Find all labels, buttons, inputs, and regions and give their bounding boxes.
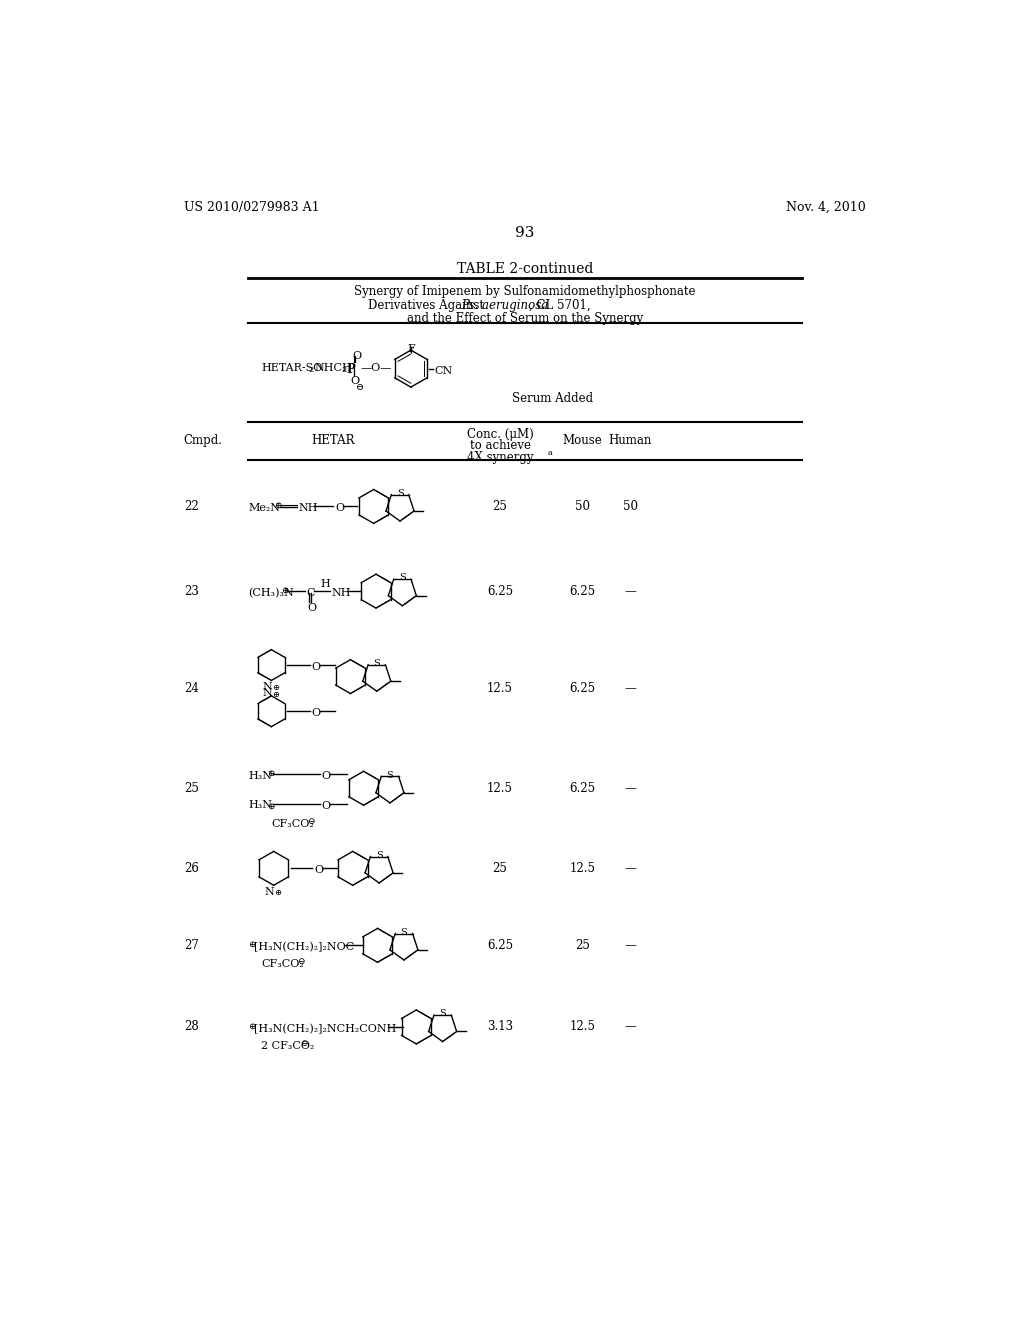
Text: 12.5: 12.5	[487, 681, 513, 694]
Text: Nov. 4, 2010: Nov. 4, 2010	[786, 201, 866, 214]
Text: 12.5: 12.5	[569, 1020, 595, 1034]
Text: HETAR: HETAR	[311, 434, 355, 447]
Text: —: —	[625, 781, 636, 795]
Text: Serum Added: Serum Added	[512, 392, 593, 405]
Text: Synergy of Imipenem by Sulfonamidomethylphosphonate: Synergy of Imipenem by Sulfonamidomethyl…	[354, 285, 695, 298]
Text: 6.25: 6.25	[569, 681, 595, 694]
Text: (CH₃)₃N: (CH₃)₃N	[248, 589, 294, 598]
Text: ⊕: ⊕	[281, 586, 288, 595]
Text: ⊕: ⊕	[266, 770, 274, 777]
Text: US 2010/0279983 A1: US 2010/0279983 A1	[183, 201, 319, 214]
Text: CF₃CO₂: CF₃CO₂	[261, 960, 304, 969]
Text: [H₃N(CH₂)₂]₂NOC: [H₃N(CH₂)₂]₂NOC	[254, 942, 354, 953]
Text: ⊕: ⊕	[273, 502, 282, 510]
Text: 6.25: 6.25	[569, 781, 595, 795]
Text: S: S	[396, 488, 403, 498]
Text: O: O	[350, 376, 359, 387]
Text: ⊖: ⊖	[307, 817, 314, 826]
Text: to achieve: to achieve	[469, 440, 530, 453]
Text: NH: NH	[331, 589, 350, 598]
Text: O: O	[314, 866, 324, 875]
Text: Cmpd.: Cmpd.	[183, 434, 223, 447]
Text: H: H	[321, 579, 330, 589]
Text: 6.25: 6.25	[487, 939, 513, 952]
Text: ⊕: ⊕	[274, 890, 282, 898]
Text: HETAR-SO: HETAR-SO	[261, 363, 323, 374]
Text: ⊖: ⊖	[297, 957, 304, 966]
Text: S: S	[374, 659, 380, 668]
Text: 25: 25	[183, 781, 199, 795]
Text: —: —	[625, 585, 636, 598]
Text: 50: 50	[574, 500, 590, 513]
Text: [H₃N(CH₂)₂]₂NCH₂CONH: [H₃N(CH₂)₂]₂NCH₂CONH	[254, 1024, 396, 1035]
Text: S: S	[439, 1010, 446, 1018]
Text: 23: 23	[183, 585, 199, 598]
Text: 25: 25	[493, 862, 508, 875]
Text: ⊕: ⊕	[248, 940, 256, 949]
Text: 6.25: 6.25	[569, 585, 595, 598]
Text: 50: 50	[623, 500, 638, 513]
Text: Ps. aeruginosa: Ps. aeruginosa	[461, 298, 549, 312]
Text: O: O	[335, 503, 344, 513]
Text: F: F	[407, 345, 415, 354]
Text: O: O	[352, 351, 361, 360]
Text: 27: 27	[183, 939, 199, 952]
Text: and the Effect of Serum on the Synergy: and the Effect of Serum on the Synergy	[407, 312, 643, 325]
Text: —: —	[625, 681, 636, 694]
Text: NHCH: NHCH	[314, 363, 352, 374]
Text: Conc. (μM): Conc. (μM)	[467, 428, 534, 441]
Text: Derivatives Against: Derivatives Against	[369, 298, 488, 312]
Text: ⊖: ⊖	[300, 1039, 307, 1048]
Text: N: N	[262, 688, 272, 698]
Text: 12.5: 12.5	[569, 862, 595, 875]
Text: O: O	[322, 771, 331, 781]
Text: H₃N: H₃N	[248, 800, 272, 809]
Text: CF₃CO₂: CF₃CO₂	[271, 818, 314, 829]
Text: S: S	[387, 771, 393, 780]
Text: —: —	[625, 1020, 636, 1034]
Text: ⊕: ⊕	[266, 803, 274, 810]
Text: NH: NH	[299, 503, 318, 513]
Text: —O—: —O—	[360, 363, 392, 374]
Text: ⊕: ⊕	[272, 684, 280, 692]
Text: N: N	[262, 682, 272, 692]
Text: —: —	[625, 862, 636, 875]
Text: 26: 26	[183, 862, 199, 875]
Text: 2: 2	[341, 366, 346, 374]
Text: 24: 24	[183, 681, 199, 694]
Text: O: O	[311, 663, 321, 672]
Text: ⊖: ⊖	[356, 383, 364, 392]
Text: a: a	[547, 449, 552, 457]
Text: S: S	[399, 573, 406, 582]
Text: 12.5: 12.5	[487, 781, 513, 795]
Text: —: —	[625, 939, 636, 952]
Text: 22: 22	[183, 500, 199, 513]
Text: Me₂N: Me₂N	[248, 503, 281, 513]
Text: Mouse: Mouse	[562, 434, 602, 447]
Text: CN: CN	[434, 366, 453, 376]
Text: 25: 25	[574, 939, 590, 952]
Text: Human: Human	[608, 434, 652, 447]
Text: 28: 28	[183, 1020, 199, 1034]
Text: TABLE 2-continued: TABLE 2-continued	[457, 263, 593, 276]
Text: S: S	[376, 850, 383, 859]
Text: H₃N: H₃N	[248, 771, 272, 781]
Text: O: O	[322, 800, 331, 810]
Text: N: N	[265, 887, 274, 896]
Text: ⊕: ⊕	[272, 690, 280, 698]
Text: 2 CF₃CO₂: 2 CF₃CO₂	[261, 1040, 314, 1051]
Text: 2: 2	[308, 366, 313, 374]
Text: O: O	[307, 603, 316, 612]
Text: 6.25: 6.25	[487, 585, 513, 598]
Text: O: O	[311, 708, 321, 718]
Text: 3.13: 3.13	[487, 1020, 513, 1034]
Text: 25: 25	[493, 500, 508, 513]
Text: S: S	[400, 928, 408, 937]
Text: , CL 5701,: , CL 5701,	[528, 298, 590, 312]
Text: ⊕: ⊕	[248, 1022, 256, 1031]
Text: P: P	[346, 363, 355, 376]
Text: 4X synergy: 4X synergy	[467, 451, 534, 465]
Text: 93: 93	[515, 226, 535, 240]
Text: C: C	[306, 589, 314, 598]
